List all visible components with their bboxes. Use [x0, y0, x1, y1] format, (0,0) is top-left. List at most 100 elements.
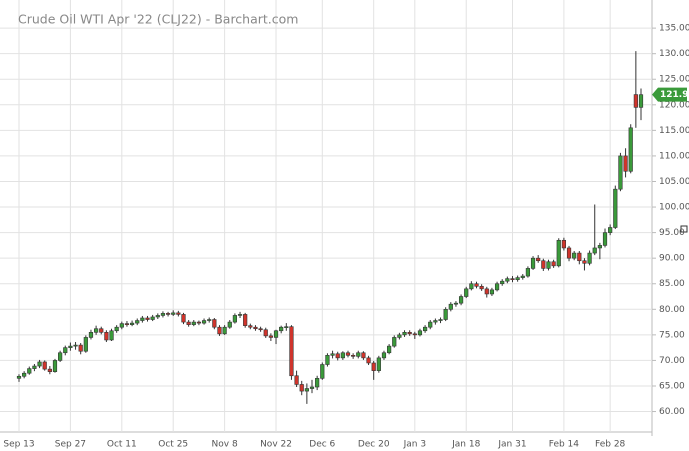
candle-body	[99, 328, 104, 333]
candle-body	[212, 319, 217, 328]
candle-body	[315, 378, 320, 388]
candle-body	[433, 320, 438, 323]
candle-body	[484, 288, 489, 295]
candle-body	[422, 326, 428, 332]
grid	[0, 0, 652, 432]
candle-body	[587, 252, 592, 264]
candle-body	[340, 352, 345, 359]
candle-body	[171, 312, 176, 315]
candle-body	[494, 283, 500, 291]
candle-body	[160, 313, 166, 316]
candle-body	[94, 328, 99, 333]
candle-body	[232, 315, 238, 323]
candle-body	[556, 239, 561, 267]
candle-body	[150, 316, 155, 320]
candle-body	[613, 188, 618, 228]
candle-body	[608, 227, 613, 233]
candle-body	[124, 323, 130, 325]
candle-body	[582, 260, 587, 264]
candle-body	[237, 314, 243, 316]
candle-body	[165, 313, 171, 315]
candle-body	[500, 280, 505, 285]
candle-body	[551, 261, 556, 267]
candle-body	[417, 330, 423, 336]
y-tick-label: 125.00	[659, 75, 689, 85]
scroll-handle[interactable]	[680, 225, 688, 233]
candle-body	[304, 388, 309, 392]
candle-body	[458, 296, 464, 304]
x-tick-label: Sep 13	[3, 440, 34, 450]
y-tick-label: 130.00	[659, 49, 689, 59]
candle-body	[284, 326, 289, 328]
candle-body	[268, 335, 273, 338]
candle-body	[443, 309, 448, 320]
candle-body	[207, 319, 212, 321]
candle-body	[566, 247, 572, 259]
candle-body	[597, 245, 602, 249]
x-tick-label: Dec 20	[358, 440, 390, 450]
candle-body	[618, 155, 623, 190]
candle-body	[258, 328, 263, 331]
candle-body	[73, 344, 78, 347]
candle-body	[356, 352, 361, 357]
candle-body	[515, 277, 520, 280]
candle-body	[114, 326, 119, 332]
x-tick-label: Feb 28	[595, 440, 626, 450]
y-tick-label: 105.00	[659, 177, 689, 187]
y-tick-label: 85.00	[659, 279, 685, 289]
candle-body	[47, 368, 52, 372]
candle-body	[536, 257, 541, 262]
candle-body	[273, 330, 279, 338]
y-tick-label: 95.00	[659, 228, 685, 238]
candle-body	[186, 321, 191, 325]
candle-body	[88, 332, 94, 338]
candle-body	[299, 384, 304, 392]
candle-body	[222, 326, 227, 335]
candle-body	[510, 278, 515, 280]
candle-body	[428, 321, 433, 328]
x-tick-label: Jan 3	[403, 440, 426, 450]
candle-body	[376, 357, 381, 371]
candle-body	[464, 288, 469, 297]
candle-body	[16, 375, 22, 379]
candle-body	[63, 347, 68, 354]
candle-body	[289, 326, 294, 377]
x-tick-label: Jan 31	[497, 440, 526, 450]
candle-body	[623, 155, 628, 172]
last-price-tag	[652, 87, 687, 102]
candle-body	[469, 283, 474, 290]
candle-body	[294, 375, 299, 385]
candle-body	[525, 268, 531, 277]
x-tick-label: Nov 8	[212, 440, 238, 450]
candle-body	[83, 337, 88, 352]
y-tick-label: 60.00	[659, 407, 685, 417]
x-tick-label: Feb 14	[549, 440, 580, 450]
candle-body	[530, 257, 536, 269]
candle-body	[628, 127, 633, 172]
candle-body	[381, 352, 387, 359]
candle-body	[330, 353, 335, 356]
candle-body	[135, 320, 140, 324]
candle-body	[201, 320, 207, 324]
candle-body	[345, 352, 351, 356]
candle-body	[191, 321, 196, 325]
candle-body	[633, 94, 638, 108]
last-price-label: 121.98	[660, 90, 689, 100]
candle-body	[181, 314, 186, 323]
candles	[16, 51, 644, 404]
candle-body	[402, 332, 407, 336]
candle-body	[474, 283, 479, 287]
candle-body	[320, 364, 325, 379]
y-tick-label: 90.00	[659, 254, 685, 264]
candle-body	[104, 332, 109, 341]
candle-body	[119, 323, 124, 328]
candle-body	[140, 317, 145, 321]
candle-body	[453, 302, 459, 305]
candle-body	[546, 261, 551, 269]
y-tick-label: 120.00	[659, 100, 689, 110]
chart-title: Crude Oil WTI Apr '22 (CLJ22) - Barchart…	[18, 12, 298, 27]
candle-body	[592, 247, 597, 254]
candle-body	[489, 289, 495, 295]
candle-body	[520, 275, 525, 278]
